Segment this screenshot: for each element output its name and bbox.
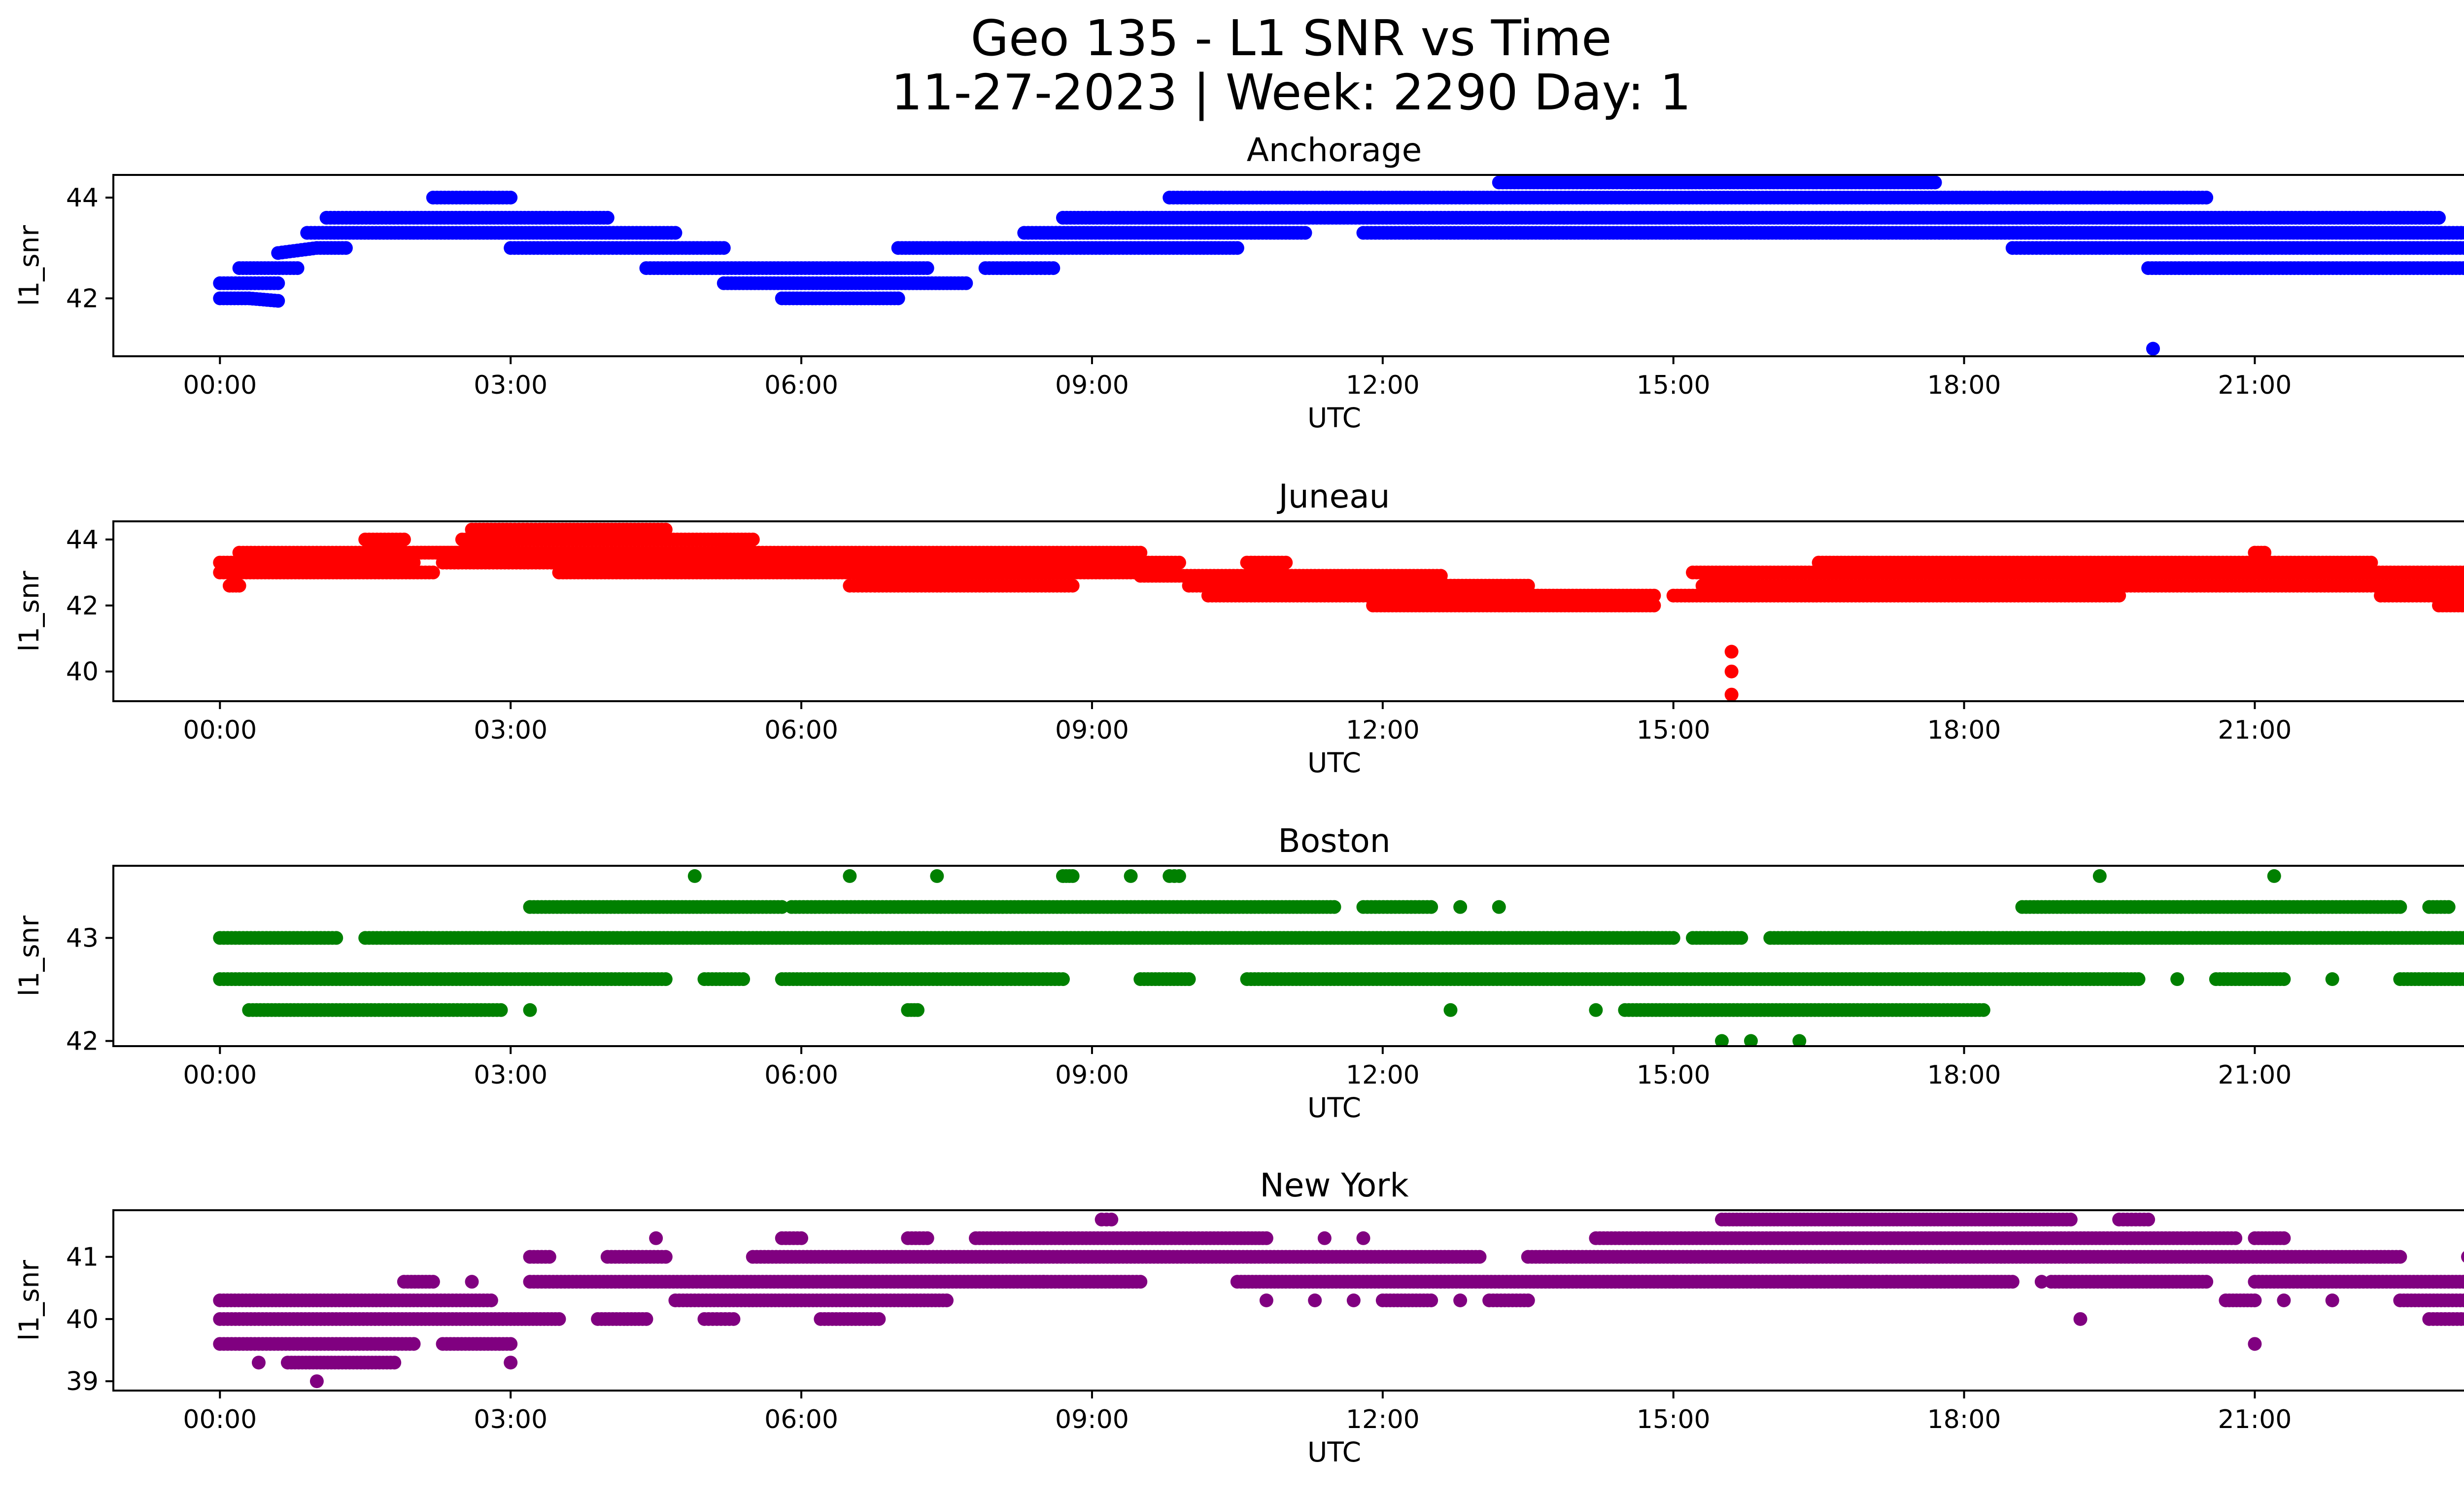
x-tick-label: 09:00 bbox=[1055, 715, 1129, 745]
x-tick-label: 09:00 bbox=[1055, 371, 1129, 400]
data-point bbox=[1056, 972, 1070, 986]
data-point bbox=[1299, 226, 1312, 240]
x-tick-label: 15:00 bbox=[1637, 371, 1711, 400]
x-tick-label: 15:00 bbox=[1637, 715, 1711, 745]
data-point bbox=[1066, 869, 1080, 883]
x-axis-label: UTC bbox=[1307, 402, 1361, 434]
data-point bbox=[339, 241, 353, 255]
y-axis-label: l1_snr bbox=[13, 225, 45, 306]
data-point bbox=[688, 869, 702, 883]
data-point bbox=[523, 1003, 537, 1017]
data-point bbox=[2364, 556, 2378, 570]
data-point bbox=[1182, 972, 1196, 986]
data-point bbox=[2146, 342, 2160, 356]
panel-title: Juneau bbox=[1276, 477, 1390, 515]
data-point bbox=[397, 533, 411, 546]
panel-anchorage: Anchorage 00:00 03:00 06:00 09:00 12:00 15:00 1… bbox=[13, 131, 2464, 434]
data-point bbox=[1725, 688, 1739, 702]
data-point bbox=[1279, 556, 1293, 570]
data-point bbox=[659, 972, 673, 986]
data-point bbox=[668, 226, 682, 240]
x-axis-label: UTC bbox=[1307, 747, 1361, 779]
x-tick-label: 00:00 bbox=[183, 371, 257, 400]
x-tick-label: 18:00 bbox=[1927, 371, 2001, 400]
data-point bbox=[2199, 191, 2213, 204]
data-point bbox=[843, 869, 856, 883]
x-tick-label: 18:00 bbox=[1927, 715, 2001, 745]
data-point bbox=[1647, 599, 1661, 612]
data-point bbox=[1046, 261, 1060, 275]
y-tick-label: 42 bbox=[66, 591, 99, 621]
x-tick-label: 21:00 bbox=[2218, 371, 2292, 400]
data-point bbox=[1124, 869, 1138, 883]
x-tick-label: 03:00 bbox=[474, 371, 548, 400]
data-point bbox=[1231, 241, 1244, 255]
x-tick-label: 12:00 bbox=[1346, 371, 1420, 400]
scatter-series bbox=[213, 175, 2464, 355]
data-point bbox=[1725, 665, 1739, 679]
y-tick-label: 44 bbox=[66, 183, 99, 213]
data-point bbox=[1328, 900, 1341, 914]
data-point bbox=[2258, 546, 2271, 560]
data-point bbox=[736, 972, 750, 986]
x-tick-label: 06:00 bbox=[764, 715, 838, 745]
data-point bbox=[426, 566, 440, 579]
y-tick-label: 42 bbox=[66, 284, 99, 313]
scatter-series bbox=[213, 869, 2464, 1048]
panel-title: Anchorage bbox=[1247, 131, 1422, 169]
data-point bbox=[271, 276, 285, 290]
data-point bbox=[930, 869, 944, 883]
data-point bbox=[233, 579, 246, 593]
data-point bbox=[291, 261, 305, 275]
data-point bbox=[504, 191, 517, 204]
y-tick-label: 44 bbox=[66, 525, 99, 555]
data-point bbox=[891, 291, 905, 305]
data-point bbox=[271, 294, 285, 308]
data-point bbox=[659, 523, 673, 537]
data-point bbox=[921, 261, 934, 275]
data-point bbox=[1066, 579, 1080, 593]
data-point bbox=[959, 276, 973, 290]
data-point bbox=[1725, 645, 1739, 659]
y-tick-label: 40 bbox=[66, 657, 99, 687]
x-tick-label: 12:00 bbox=[1346, 715, 1420, 745]
data-point bbox=[1172, 869, 1186, 883]
data-point bbox=[2432, 211, 2446, 225]
x-tick-label: 21:00 bbox=[2218, 715, 2292, 745]
data-point bbox=[1928, 175, 1942, 189]
panel-juneau: Juneau 00:00 03:00 06:00 09:00 12:00 15:00 18:0… bbox=[13, 477, 2464, 779]
data-point bbox=[601, 211, 615, 225]
chart-title: Geo 135 - L1 SNR vs Time bbox=[971, 9, 1612, 67]
chart-subtitle: 11-27-2023 | Week: 2290 Day: 1 bbox=[891, 64, 1691, 121]
data-point bbox=[1667, 931, 1680, 945]
data-point bbox=[717, 241, 731, 255]
y-axis-label: l1_snr bbox=[13, 571, 45, 651]
x-tick-label: 00:00 bbox=[183, 715, 257, 745]
data-point bbox=[1172, 556, 1186, 570]
x-tick-label: 06:00 bbox=[764, 371, 838, 400]
data-point bbox=[746, 533, 760, 546]
data-point bbox=[494, 1003, 508, 1017]
scatter-series bbox=[213, 523, 2464, 702]
data-point bbox=[911, 1003, 924, 1017]
x-tick-label: 03:00 bbox=[474, 715, 548, 745]
panel-title: Boston bbox=[1278, 822, 1390, 860]
data-point bbox=[329, 931, 343, 945]
